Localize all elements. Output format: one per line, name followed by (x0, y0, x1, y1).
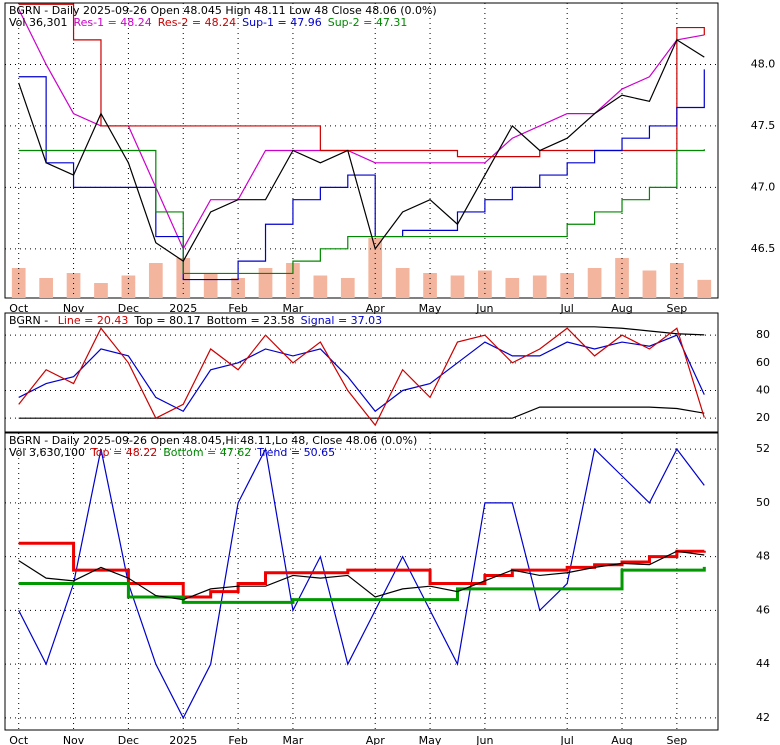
volume-bar (642, 270, 657, 298)
panel-frame (4, 432, 719, 731)
y-tick-label: 50 (756, 496, 770, 509)
y-tick-label: 46.5 (751, 242, 776, 255)
panel-frame (4, 312, 719, 433)
x-tick-label: Mar (283, 734, 304, 745)
header-item: BGRN - Daily 2025-09-26 Open 48.045,Hi 4… (9, 434, 417, 447)
series-line (18, 327, 705, 427)
panel: 46.5 47.0 47.5 48.0 Oct Nov Dec 2025 Feb Mar Apr Ma… (4, 2, 776, 315)
y-tick-label: 47.0 (751, 180, 776, 193)
x-tick-label: Sep (666, 302, 687, 315)
header-item: Bottom = 47.62 (163, 446, 251, 459)
y-tick-label: 48.0 (751, 57, 776, 70)
y-tick-label: 20 (756, 411, 770, 424)
series-line (18, 149, 705, 275)
panel-header: BGRN - Daily 2025-09-26 Open 48.045,Hi 4… (9, 434, 417, 447)
volume-bar (395, 268, 410, 298)
x-tick-label: Jun (475, 302, 493, 315)
series-line (18, 406, 705, 419)
series-line (18, 334, 705, 413)
header-item: Trend = 50.65 (256, 446, 335, 459)
series-line (18, 541, 706, 599)
y-tick-label: 52 (756, 442, 770, 455)
panel-header: BGRN - Line = 20.43 Top = 80.17 Bottom = 2… (9, 314, 382, 327)
header-item: Sup-2 = 47.31 (328, 16, 408, 29)
header-item: Sup-1 = 47.96 (242, 16, 322, 29)
x-tick-label: Sep (666, 734, 687, 745)
x-tick-label: Jun (475, 734, 493, 745)
y-tick-label: 42 (756, 711, 770, 724)
series-line (18, 69, 705, 281)
x-tick-label: Jul (560, 734, 574, 745)
header-item: Vol 36,301 (9, 16, 67, 29)
header-item: Line = 20.43 (58, 314, 129, 327)
volume-bar (423, 273, 437, 298)
volume-bar (340, 278, 355, 298)
x-tick-label: Mar (283, 302, 304, 315)
panel: 42 44 46 48 50 52 Oct Nov Dec 2025 Feb Mar Apr May Jun… (4, 432, 770, 745)
volume-bar (121, 275, 136, 298)
volume-bar (66, 273, 81, 298)
header-item: Bottom = 23.58 (207, 314, 295, 327)
series-line (18, 550, 705, 601)
header-item: Top = 80.17 (133, 314, 200, 327)
series-line (18, 566, 706, 604)
y-tick-label: 80 (756, 328, 770, 341)
x-tick-label: 2025 (169, 734, 197, 745)
header-item: Vol 3,630,100 (9, 446, 85, 459)
header-item: Top = 48.22 (90, 446, 157, 459)
x-tick-label: Aug (611, 302, 632, 315)
volume-bar (94, 283, 108, 298)
volume-bar (478, 270, 492, 298)
x-tick-label: May (419, 302, 442, 315)
volume-bar (697, 279, 712, 298)
x-tick-label: 2025 (169, 302, 197, 315)
x-tick-label: Dec (118, 302, 139, 315)
x-tick-label: Apr (366, 302, 386, 315)
panel-header: Vol 3,630,100 Top = 48.22 Bottom = 47.62 Tr… (9, 446, 335, 459)
volume-bar (203, 273, 218, 298)
x-tick-label: Aug (611, 734, 632, 745)
series-line (18, 38, 705, 262)
header-item: BGRN - (9, 314, 52, 327)
panel-header: Vol 36,301 Res-1 = 48.24 Res-2 = 48.24 Sup-… (9, 16, 407, 29)
volume-bar (670, 263, 684, 298)
volume-bar (505, 278, 520, 298)
y-tick-label: 48 (756, 550, 770, 563)
volume-bar (450, 275, 465, 298)
volume-bar (313, 275, 328, 298)
series-line (18, 326, 705, 336)
header-item: Signal = 37.03 (301, 314, 383, 327)
volume-bar (286, 263, 300, 298)
y-tick-label: 40 (756, 383, 770, 396)
volume-bar (258, 268, 273, 298)
x-tick-label: Feb (228, 302, 247, 315)
x-tick-label: Nov (63, 302, 85, 315)
x-tick-label: Oct (9, 302, 29, 315)
panel-frame (4, 2, 719, 299)
y-tick-label: 46 (756, 603, 770, 616)
series-line (18, 8, 705, 251)
volume-bar (532, 275, 547, 298)
volume-bar (560, 273, 575, 298)
y-tick-label: 44 (756, 657, 770, 670)
x-tick-label: Nov (63, 734, 85, 745)
x-tick-label: Dec (118, 734, 139, 745)
x-tick-label: Jul (560, 302, 574, 315)
x-tick-label: Feb (228, 734, 247, 745)
volume-bar (39, 278, 53, 298)
y-tick-label: 60 (756, 356, 770, 369)
volume-bar (587, 268, 602, 298)
panel: 20 40 60 80 BGRN - Line = 20.43 Top = 80.17 Bo… (4, 312, 770, 433)
panel-header: BGRN - Daily 2025-09-26 Open 48.045 High… (9, 4, 437, 17)
y-tick-label: 47.5 (751, 119, 776, 132)
x-tick-label: Apr (366, 734, 386, 745)
x-tick-label: Oct (9, 734, 29, 745)
header-item: Res-2 = 48.24 (158, 16, 236, 29)
header-item: Res-1 = 48.24 (73, 16, 151, 29)
volume-bar (148, 263, 163, 298)
x-tick-label: May (419, 734, 442, 745)
header-item: BGRN - Daily 2025-09-26 Open 48.045 High… (9, 4, 437, 17)
